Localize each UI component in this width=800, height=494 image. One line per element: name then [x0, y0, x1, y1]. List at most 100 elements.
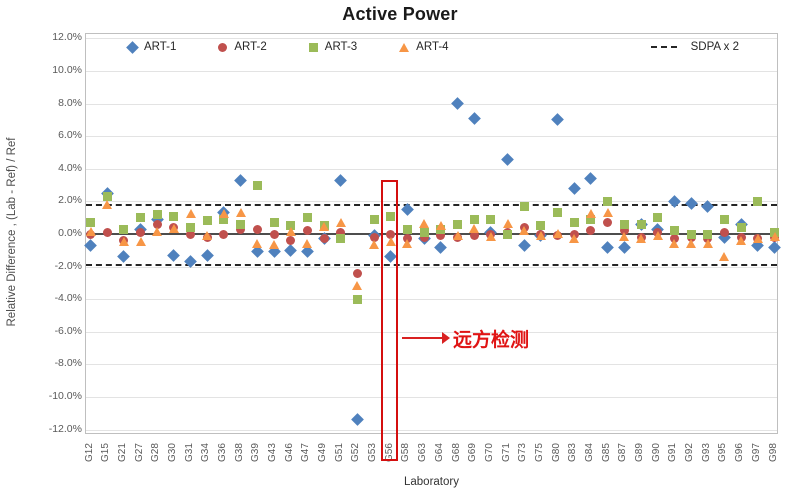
- data-point-art-3: [669, 226, 679, 236]
- x-axis-tick-label: G87: [617, 443, 629, 462]
- data-point-art-2: [186, 229, 196, 239]
- gridline: [86, 364, 777, 366]
- data-point-art-4: [135, 237, 146, 247]
- data-point-art-4: [752, 233, 763, 243]
- legend-item-art-1: ART-1: [126, 40, 176, 54]
- x-axis-tick-label: G83: [567, 443, 579, 462]
- data-point-art-3: [169, 211, 179, 221]
- data-point-art-3: [219, 214, 229, 224]
- x-axis-tick-label: G90: [650, 443, 662, 462]
- data-point-art-3: [686, 229, 696, 239]
- data-point-art-3: [603, 196, 613, 206]
- x-axis-tick-label: G47: [300, 443, 312, 462]
- sdpa-limit-line: [86, 203, 777, 206]
- x-axis-tick-label: G93: [700, 443, 712, 462]
- data-point-art-4: [686, 238, 697, 248]
- data-point-art-4: [485, 232, 496, 242]
- data-point-art-4: [419, 219, 430, 229]
- x-axis-tick-label: G91: [667, 443, 679, 462]
- legend-item-sdpa: SDPA x 2: [650, 41, 739, 53]
- data-point-art-4: [385, 237, 396, 247]
- y-axis-tick-label: -6.0%: [54, 324, 82, 337]
- data-point-art-4: [769, 232, 780, 242]
- data-point-art-4: [152, 227, 163, 237]
- data-point-art-2: [152, 219, 162, 229]
- data-point-art-2: [369, 232, 379, 242]
- x-axis-tick-label: G28: [150, 443, 162, 462]
- data-point-art-1: [601, 240, 615, 254]
- y-axis-title: Relative Difference , (Lab - Ref) / Ref: [6, 137, 18, 327]
- data-point-art-2: [286, 236, 296, 246]
- data-point-art-4: [469, 224, 480, 234]
- data-point-art-2: [102, 227, 112, 237]
- x-axis-tick-label: G58: [400, 443, 412, 462]
- data-point-art-4: [218, 209, 229, 219]
- data-point-art-4: [452, 230, 463, 240]
- data-point-art-4: [619, 232, 630, 242]
- x-axis-tick-label: G53: [367, 443, 379, 462]
- data-point-art-4: [85, 227, 96, 237]
- y-axis-tick-label: 10.0%: [52, 64, 82, 76]
- x-axis-tick-label: G27: [133, 443, 145, 462]
- y-axis-tick-label: 12.0%: [52, 31, 82, 44]
- data-point-art-2: [252, 224, 262, 234]
- data-point-art-1: [617, 240, 631, 254]
- data-point-art-3: [586, 214, 596, 224]
- data-point-art-1: [768, 240, 781, 254]
- data-point-art-4: [352, 281, 363, 291]
- data-point-art-3: [119, 224, 129, 234]
- gridline: [86, 201, 777, 203]
- legend-item-art-2: ART-2: [218, 41, 267, 53]
- gridline: [86, 71, 777, 72]
- data-point-art-3: [336, 234, 346, 244]
- data-point-art-3: [269, 218, 279, 228]
- data-point-art-3: [186, 222, 196, 232]
- circle-icon: [218, 42, 228, 52]
- data-point-art-3: [536, 221, 546, 231]
- data-point-art-1: [234, 173, 248, 187]
- data-point-art-4: [636, 233, 647, 243]
- data-point-art-3: [703, 229, 713, 239]
- data-point-art-4: [118, 237, 129, 247]
- data-point-art-4: [269, 240, 279, 250]
- data-point-art-4: [502, 219, 513, 229]
- data-point-art-3: [252, 180, 262, 190]
- x-axis-tick-label: G38: [233, 443, 245, 462]
- data-point-art-2: [436, 231, 446, 241]
- data-point-art-2: [719, 227, 729, 237]
- data-point-art-3: [519, 201, 529, 211]
- data-point-art-4: [535, 230, 546, 240]
- x-axis-tick-label: G31: [183, 443, 195, 462]
- data-point-art-3: [202, 216, 212, 226]
- data-point-art-4: [652, 230, 663, 240]
- data-point-art-2: [419, 232, 429, 242]
- legend-label-art-3: ART-3: [324, 41, 358, 53]
- x-axis-tick-label: G43: [267, 443, 278, 462]
- legend: ART-1 ART-2 ART-3 ART-4 SDPA x 2: [86, 39, 777, 55]
- y-axis-tick-label: 2.0%: [58, 194, 82, 207]
- data-point-art-4: [302, 238, 313, 248]
- y-axis-tick-label: 0.0%: [58, 227, 82, 239]
- data-point-art-1: [200, 248, 214, 262]
- gridline: [86, 429, 777, 431]
- data-point-art-4: [736, 235, 747, 245]
- x-axis-title: Laboratory: [404, 476, 459, 488]
- data-point-art-3: [419, 227, 429, 237]
- data-point-art-1: [284, 243, 298, 257]
- data-point-art-3: [386, 211, 396, 221]
- data-point-art-4: [185, 209, 196, 219]
- data-point-art-3: [286, 221, 296, 231]
- highlight-box: [381, 180, 398, 461]
- x-axis-tick-label: G49: [317, 443, 329, 462]
- plot-area: [84, 33, 781, 434]
- data-point-art-4: [402, 238, 413, 248]
- data-point-art-1: [167, 248, 181, 262]
- x-axis-tick-label: G92: [684, 443, 696, 462]
- data-point-art-4: [435, 220, 446, 230]
- data-point-art-4: [569, 233, 580, 243]
- x-axis-tick-label: G63: [417, 443, 429, 462]
- data-point-art-1: [684, 196, 698, 210]
- data-point-art-3: [102, 192, 112, 201]
- data-point-art-4: [252, 238, 263, 248]
- data-point-art-1: [517, 239, 531, 252]
